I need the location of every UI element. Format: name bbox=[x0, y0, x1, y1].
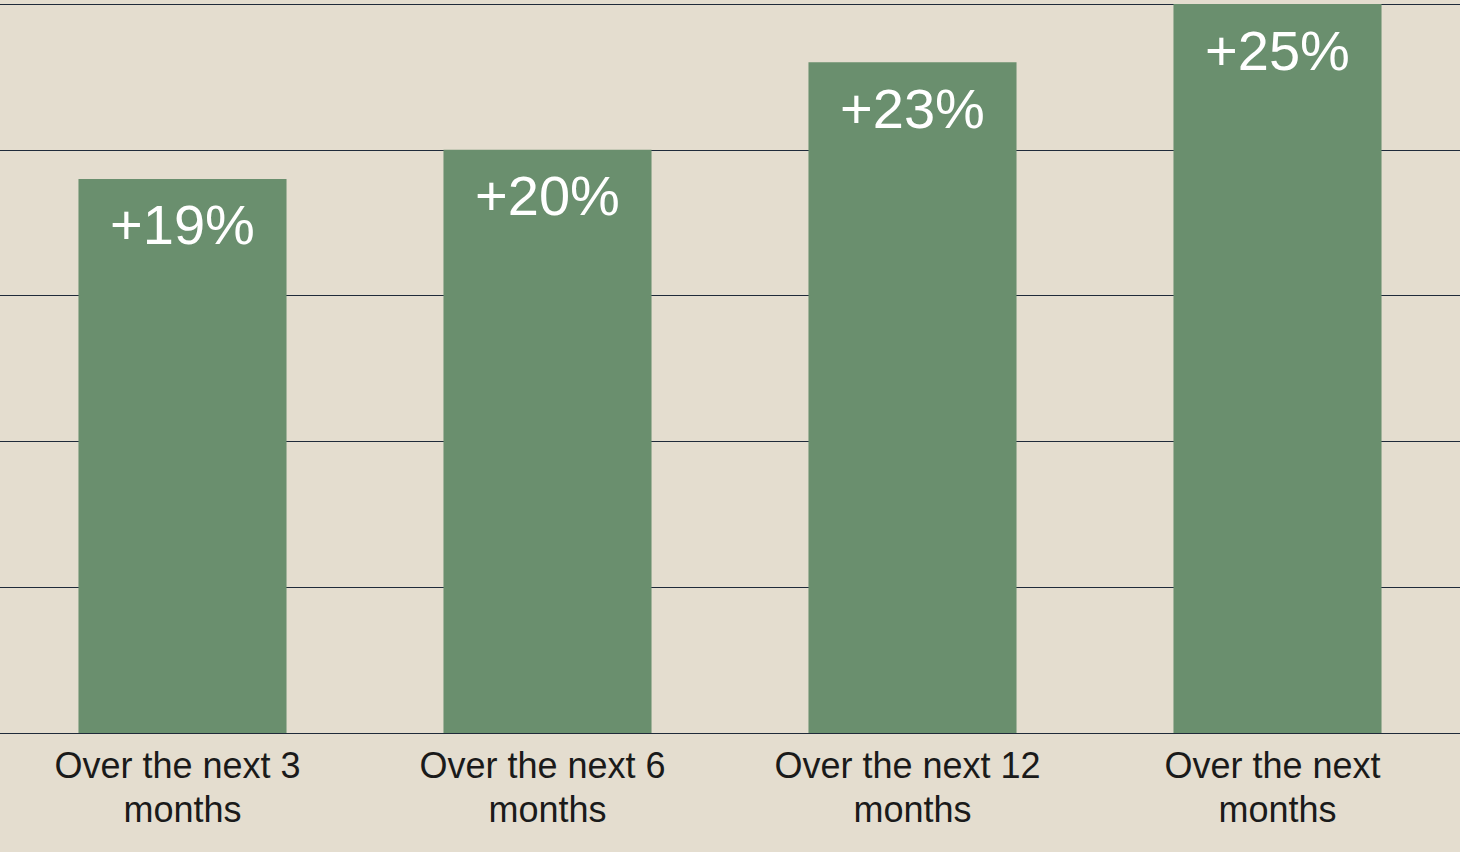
svg-text:months: months bbox=[853, 789, 971, 830]
svg-text:months: months bbox=[488, 789, 606, 830]
svg-text:Over the next 12: Over the next 12 bbox=[774, 745, 1050, 786]
svg-text:+20%: +20% bbox=[475, 164, 620, 227]
svg-text:months: months bbox=[123, 789, 241, 830]
svg-text:months: months bbox=[1218, 789, 1336, 830]
svg-text:Over the next: Over the next bbox=[1164, 745, 1390, 786]
svg-text:+19%: +19% bbox=[110, 193, 255, 256]
svg-text:Over the next 3: Over the next 3 bbox=[54, 745, 310, 786]
svg-text:Over the next 6: Over the next 6 bbox=[419, 745, 675, 786]
svg-text:+23%: +23% bbox=[840, 77, 985, 140]
svg-text:+25%: +25% bbox=[1205, 19, 1350, 82]
